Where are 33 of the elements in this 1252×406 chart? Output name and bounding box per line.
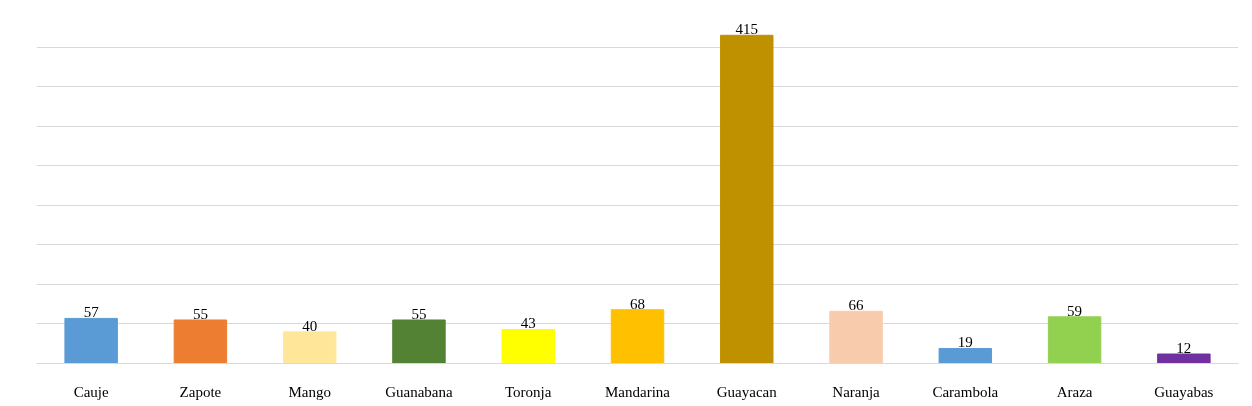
bar xyxy=(829,310,883,364)
x-tick-label: Zapote xyxy=(179,383,222,400)
data-label: 55 xyxy=(192,306,208,322)
bar xyxy=(392,319,446,364)
bar xyxy=(1047,316,1102,364)
bar xyxy=(64,317,118,364)
bar xyxy=(938,347,993,364)
x-tick-label: Carambola xyxy=(932,383,999,400)
x-tick-label: Guayabas xyxy=(1154,383,1214,400)
x-tick-label: Mandarina xyxy=(605,383,671,400)
data-label: 66 xyxy=(848,297,865,314)
data-label: 59 xyxy=(1067,302,1083,319)
data-label: 68 xyxy=(630,295,645,312)
data-label: 19 xyxy=(957,334,973,351)
data-label: 40 xyxy=(302,317,318,334)
bar xyxy=(173,319,228,364)
x-tick-label: Cauje xyxy=(73,383,109,400)
x-tick-label: Naranja xyxy=(832,383,881,400)
data-label: 55 xyxy=(411,306,427,322)
x-tick-label: Toronja xyxy=(505,383,552,400)
bar xyxy=(720,34,774,364)
bar xyxy=(610,309,665,364)
data-label: 415 xyxy=(735,21,759,38)
data-label: 43 xyxy=(520,315,536,332)
x-tick-label: Guayacan xyxy=(716,383,778,400)
data-label: 12 xyxy=(1176,340,1192,357)
data-label: 57 xyxy=(83,304,100,321)
bar xyxy=(282,331,337,364)
bar xyxy=(501,328,555,364)
x-tick-label: Araza xyxy=(1056,383,1093,400)
x-tick-label: Guanabana xyxy=(385,383,454,400)
bar xyxy=(1157,353,1211,364)
x-tick-label: Mango xyxy=(288,383,331,400)
